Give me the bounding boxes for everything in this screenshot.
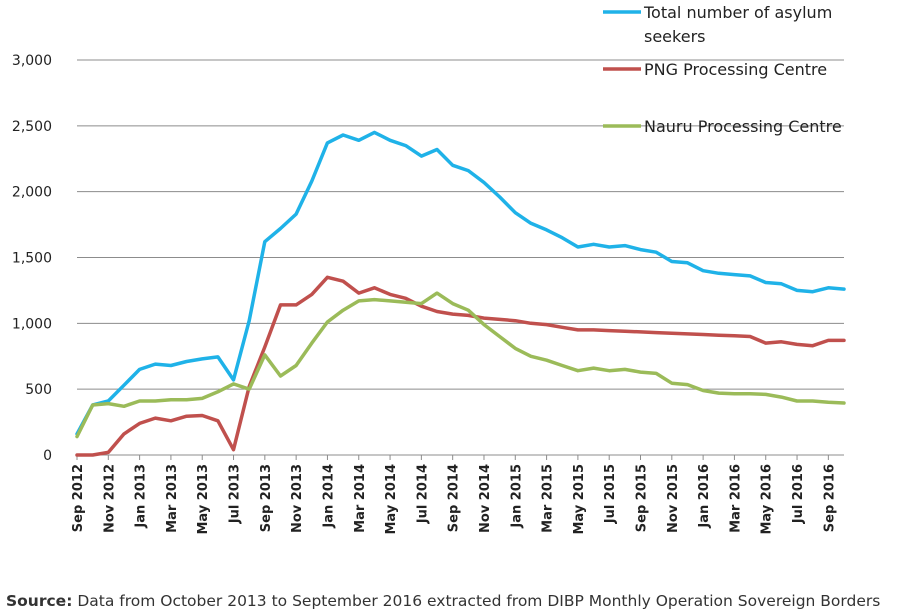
- x-axis-ticks: Sep 2012 Nov 2012 Jan 2013 Mar 2013 May 2013…: [71, 455, 837, 535]
- x-tick-label: Nov 2013: [290, 464, 305, 533]
- x-tick-label: Nov 2012: [102, 464, 117, 533]
- gridlines: [77, 59, 844, 390]
- legend-label-2: Nauru Processing Centre: [644, 117, 842, 136]
- x-tick-label: Mar 2016: [728, 464, 743, 533]
- source-label: Source:: [6, 592, 73, 610]
- y-axis-ticks: 0 500 1,000 1,500 2,000 2,500 3,000: [12, 53, 52, 464]
- x-tick-label: Mar 2013: [165, 464, 180, 533]
- source-text: Data from October 2013 to September 2016…: [72, 592, 881, 610]
- x-tick-label: Jan 2015: [509, 464, 524, 529]
- x-tick-label: Jul 2013: [228, 464, 243, 524]
- series-line-1: [75, 275, 846, 457]
- x-tick-label: May 2013: [196, 464, 211, 535]
- y-tick-label: 1,500: [12, 251, 52, 267]
- x-tick-label: Mar 2015: [541, 464, 556, 533]
- source-note: Source: Data from October 2013 to Septem…: [6, 592, 880, 610]
- x-tick-label: Sep 2016: [822, 464, 837, 532]
- series-lines: [75, 130, 846, 457]
- x-tick-label: May 2014: [384, 464, 399, 535]
- x-tick-label: Mar 2014: [353, 464, 368, 533]
- x-tick-label: Nov 2014: [478, 464, 493, 533]
- y-tick-label: 500: [25, 382, 52, 398]
- legend-label-0: Total number of asylum seekers: [643, 3, 832, 46]
- x-tick-label: Sep 2013: [259, 464, 274, 532]
- x-tick-label: Jan 2016: [697, 464, 712, 529]
- series-line-2: [75, 291, 846, 439]
- series-line-0: [75, 130, 846, 436]
- y-tick-label: 0: [43, 448, 52, 464]
- x-tick-label: Sep 2014: [447, 464, 462, 532]
- x-tick-label: Jul 2014: [415, 464, 430, 524]
- y-tick-label: 2,000: [12, 185, 52, 201]
- x-tick-label: May 2015: [572, 464, 587, 535]
- x-tick-label: Sep 2015: [635, 464, 650, 532]
- x-tick-label: Sep 2012: [71, 464, 86, 532]
- x-tick-label: Jan 2014: [321, 464, 336, 529]
- x-tick-label: Jul 2015: [603, 464, 618, 524]
- x-tick-label: Jan 2013: [134, 464, 149, 529]
- legend-label-1: PNG Processing Centre: [644, 60, 827, 79]
- line-chart: 0 500 1,000 1,500 2,000 2,500 3,000 Sep 2012 No…: [12, 3, 846, 535]
- x-tick-label: Jul 2016: [791, 464, 806, 524]
- x-tick-label: Nov 2015: [666, 464, 681, 533]
- y-tick-label: 2,500: [12, 119, 52, 135]
- y-tick-label: 3,000: [12, 53, 52, 69]
- y-tick-label: 1,000: [12, 316, 52, 332]
- x-tick-label: May 2016: [760, 464, 775, 535]
- legend: Total number of asylum seekers PNG Process…: [603, 3, 842, 136]
